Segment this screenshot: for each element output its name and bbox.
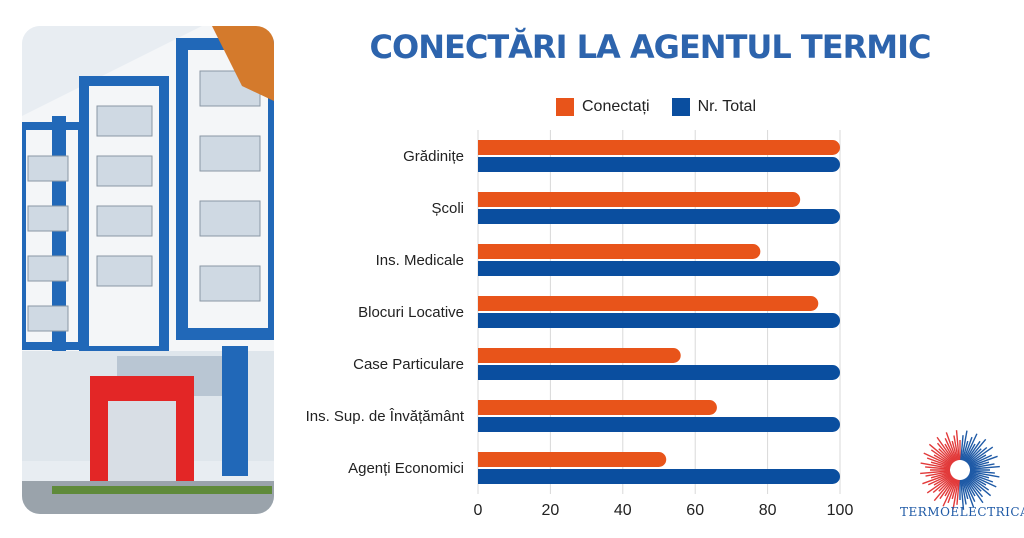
category-label-1: Școli (431, 200, 464, 217)
legend-label-connected: Conectați (582, 98, 650, 115)
category-label-0: Grădinițe (403, 148, 464, 165)
building-illustration (22, 26, 274, 514)
legend-swatch-connected (556, 98, 574, 116)
bar-total-3 (478, 313, 841, 328)
bar-connected-0 (478, 140, 841, 155)
bar-total-4 (478, 365, 841, 380)
bar-connected-4 (478, 348, 681, 363)
termoelectrica-logo (920, 430, 1000, 510)
x-tick-label-60: 60 (686, 502, 704, 519)
legend-item-total: Nr. Total (671, 98, 756, 116)
bar-connected-1 (478, 192, 801, 207)
category-label-6: Agenți Economici (348, 460, 464, 477)
bar-total-5 (478, 417, 841, 432)
category-label-4: Case Particulare (353, 356, 464, 373)
bar-total-6 (478, 469, 841, 485)
bar-connected-2 (478, 244, 761, 259)
category-label-2: Ins. Medicale (376, 252, 464, 269)
building-photo (22, 26, 274, 514)
bar-total-2 (478, 261, 841, 276)
x-tick-label-40: 40 (614, 502, 632, 519)
x-tick-label-0: 0 (474, 502, 483, 519)
bar-connected-5 (478, 400, 717, 415)
x-tick-label-100: 100 (827, 502, 854, 519)
x-tick-label-20: 20 (542, 502, 560, 519)
legend-item-connected: Conectați (556, 98, 650, 116)
logo-text: TERMOELECTRICA·S·A· (900, 505, 1024, 519)
bar-connected-3 (478, 296, 819, 311)
bar-total-0 (478, 157, 841, 172)
category-label-5: Ins. Sup. de Învățământ (306, 408, 465, 425)
x-tick-label-80: 80 (759, 502, 777, 519)
bar-connected-6 (478, 452, 667, 467)
legend: Conectați Nr. Total (556, 97, 778, 117)
legend-label-total: Nr. Total (697, 98, 756, 115)
category-label-3: Blocuri Locative (358, 304, 464, 321)
chart-title: CONECTĂRI LA AGENTUL TERMIC (369, 28, 932, 66)
legend-swatch-total (671, 98, 690, 116)
bar-total-1 (478, 209, 841, 224)
